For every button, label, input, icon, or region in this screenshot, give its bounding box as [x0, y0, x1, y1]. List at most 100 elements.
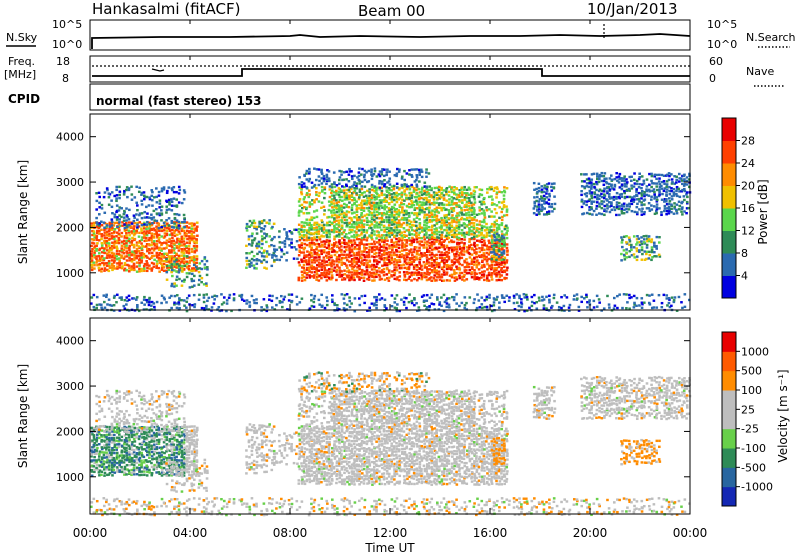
power-cell — [416, 240, 419, 244]
power-cell — [430, 265, 434, 268]
power-cell — [173, 222, 176, 225]
power-cell — [251, 232, 254, 235]
power-cell — [373, 195, 376, 199]
power-cell — [335, 241, 338, 244]
power-cell — [473, 186, 477, 189]
power-cell — [272, 251, 276, 255]
power-cell — [405, 296, 408, 300]
power-cell — [445, 223, 448, 227]
power-cell — [353, 236, 356, 239]
power-cell — [335, 234, 339, 237]
power-cell — [305, 254, 309, 257]
power-cell — [425, 260, 429, 263]
power-cell — [256, 252, 259, 256]
power-cell — [447, 222, 451, 225]
power-cell — [452, 298, 456, 302]
power-cell — [325, 239, 329, 242]
power-cell — [175, 241, 178, 244]
power-cell — [320, 170, 323, 174]
power-cell — [388, 221, 391, 224]
power-cell — [310, 186, 314, 189]
power-cell — [356, 223, 359, 226]
power-cell — [447, 233, 451, 237]
power-cell — [175, 219, 179, 222]
power-cell — [177, 227, 181, 230]
power-cell — [378, 201, 381, 205]
power-cell — [133, 225, 136, 228]
power-cell — [322, 213, 326, 216]
power-cell — [105, 227, 108, 230]
power-cell — [418, 223, 422, 226]
power-cell — [543, 207, 547, 210]
power-cell — [473, 273, 477, 276]
power-cell — [387, 224, 391, 227]
power-cell — [458, 192, 462, 195]
power-cell — [445, 305, 449, 309]
power-cell — [440, 237, 443, 241]
power-cell — [325, 235, 329, 239]
power-cell — [400, 255, 403, 259]
power-cell — [173, 255, 177, 258]
power-cell — [180, 298, 183, 302]
power-cell — [115, 293, 119, 296]
power-cell — [651, 255, 654, 259]
power-cell — [452, 269, 456, 272]
power-cell — [458, 274, 461, 277]
power-cell — [306, 250, 309, 253]
power-cell — [238, 294, 241, 297]
power-cell — [382, 206, 386, 209]
power-cell — [618, 172, 622, 176]
noise-panel: N.Sky 10^5 10^0 10^5 10^0 N.Search — [6, 18, 796, 51]
power-cell — [425, 293, 429, 297]
power-cell — [90, 296, 94, 299]
power-cell — [425, 221, 429, 225]
power-cell — [441, 266, 444, 269]
power-cell — [318, 238, 322, 241]
power-cell — [195, 221, 199, 224]
power-cell — [592, 172, 596, 176]
power-cell — [177, 213, 181, 217]
power-cell — [420, 191, 423, 194]
power-cell — [317, 175, 321, 178]
power-cell — [658, 188, 661, 191]
power-cell — [245, 222, 249, 226]
power-cell — [313, 236, 316, 239]
power-cell — [165, 278, 169, 281]
power-cell — [397, 264, 401, 267]
power-cell — [355, 200, 358, 203]
power-cell — [165, 208, 169, 212]
power-cell — [387, 279, 391, 282]
power-cell — [683, 189, 687, 193]
power-cell — [97, 232, 101, 235]
power-cell — [418, 212, 421, 216]
power-cell — [415, 220, 418, 224]
power-cell — [357, 207, 361, 210]
freq-label-2: [MHz] — [4, 68, 36, 81]
power-cell — [215, 295, 219, 298]
power-cell — [122, 242, 126, 245]
power-cell — [302, 198, 306, 201]
power-cell — [342, 277, 346, 280]
power-cell — [298, 301, 302, 304]
power-cell — [440, 216, 443, 220]
power-cell — [488, 266, 491, 270]
power-cell — [563, 309, 566, 312]
power-cell — [320, 252, 324, 256]
power-cell — [98, 201, 101, 205]
power-cell — [90, 259, 94, 262]
power-cell — [378, 186, 382, 189]
power-cell — [172, 257, 176, 261]
power-cell — [318, 303, 322, 306]
power-cell — [608, 210, 612, 214]
power-cell — [632, 246, 636, 249]
power-cell — [132, 262, 136, 266]
power-cell — [385, 205, 388, 209]
power-cell — [331, 221, 334, 225]
power-cell — [285, 235, 289, 238]
power-cell — [271, 225, 274, 229]
power-cell — [620, 195, 624, 199]
power-cell — [170, 259, 173, 262]
power-cell — [450, 233, 454, 237]
power-cell — [353, 254, 356, 257]
power-cell — [350, 195, 354, 198]
